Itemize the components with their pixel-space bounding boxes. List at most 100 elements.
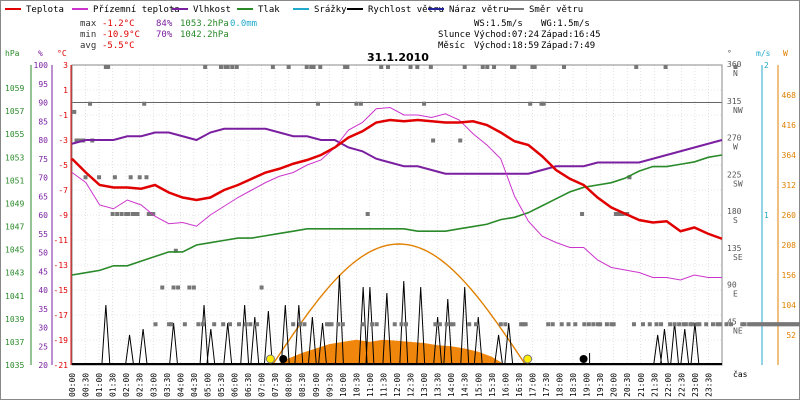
wind-direction-dot <box>311 65 316 69</box>
direction-tick: 270 <box>727 134 742 143</box>
wind-direction-dot <box>182 322 187 327</box>
wind-speed-spike <box>680 328 690 366</box>
celsius-tick: -17 <box>54 311 69 320</box>
wind-direction-dot <box>72 109 77 114</box>
wm2-tick: 312 <box>782 181 797 190</box>
wind-direction-dot <box>297 322 302 327</box>
hpa-tick: 1051 <box>5 176 24 185</box>
wind-speed-spike <box>138 328 148 366</box>
legend: Teplota Přízemní teplota Vlhkost Tlak Srážky… <box>5 5 583 15</box>
wind-direction-dot <box>771 322 776 327</box>
wind-speed-spike <box>504 322 514 366</box>
wind-direction-dot <box>654 322 659 327</box>
wind-direction-dot <box>325 322 330 327</box>
stats-avg-temp: -5.5°C <box>102 41 135 51</box>
legend-label: Přízemní teplota <box>93 5 180 15</box>
x-axis-label: čas <box>733 369 748 379</box>
wind-direction-dot <box>724 322 729 327</box>
wind-direction-dot <box>634 65 639 69</box>
wind-speed-spike <box>318 322 328 366</box>
x-tick-label: 09:00 <box>312 373 321 397</box>
x-tick-label: 19:00 <box>583 373 592 397</box>
wind-direction-dot <box>133 212 138 216</box>
wind-direction-dot <box>512 65 517 69</box>
wind-direction-dot <box>627 175 632 180</box>
hpa-tick: 1037 <box>5 338 24 347</box>
wind-direction-dot <box>345 65 350 69</box>
wind-speed-spike <box>443 298 453 366</box>
wind-direction-dot <box>586 322 591 327</box>
x-ticks: 00:00 00:30 01:00 01:30 02:00 02:30 03:00 03:30… <box>68 373 713 397</box>
wind-direction-dot <box>796 322 800 327</box>
wm2-tick: 416 <box>782 121 797 130</box>
wind-speed-spike <box>416 286 426 366</box>
legend-label: Tlak <box>258 5 280 15</box>
wind-speed-spike <box>199 304 209 366</box>
wind-speed-spike <box>125 334 135 366</box>
x-tick-label: 06:30 <box>244 373 253 397</box>
axes: 1059105710551053105110491047104510431041… <box>5 60 796 370</box>
legend-label: Vlhkost <box>193 5 231 15</box>
wind-speed-spike <box>460 286 470 366</box>
hpa-tick: 1057 <box>5 107 24 116</box>
wind-direction-dot <box>173 248 178 253</box>
wind-direction-dot <box>385 65 390 69</box>
wind-direction-dot <box>126 212 131 216</box>
wind-direction-dot <box>237 322 242 327</box>
pct-tick: 50 <box>38 249 48 258</box>
moonset-marker <box>279 355 288 363</box>
wind-direction-dot <box>255 322 260 327</box>
wind-direction-dot <box>354 101 359 106</box>
wind-direction-dot <box>681 322 686 327</box>
wind-direction-dot <box>613 212 618 216</box>
direction-letter: SE <box>733 253 743 262</box>
wind-direction-dot <box>433 322 438 327</box>
pct-tick: 20 <box>38 361 48 370</box>
moon-set: Západ:7:49 <box>541 41 595 51</box>
wind-direction-dot <box>740 322 745 327</box>
x-tick-label: 00:00 <box>68 373 77 397</box>
direction-letter: W <box>733 143 738 152</box>
stats-min-label: min <box>80 30 96 40</box>
wind-direction-dot <box>787 322 792 327</box>
wind-direction-dot <box>769 322 774 327</box>
wind-direction-dot <box>794 322 799 327</box>
moon-label: Měsíc <box>438 41 465 51</box>
direction-letter: E <box>733 290 738 299</box>
wind-direction-dot <box>528 101 533 106</box>
wind-direction-dot <box>76 138 81 143</box>
x-tick-label: 23:30 <box>704 373 713 397</box>
x-tick-label: 20:00 <box>610 373 619 397</box>
series-teplota <box>71 118 723 240</box>
wind-speed-spike <box>653 334 663 366</box>
wind-direction-dot <box>227 322 232 327</box>
wind-direction-dot <box>374 322 379 327</box>
x-tick-label: 18:00 <box>556 373 565 397</box>
x-tick-label: 11:00 <box>366 373 375 397</box>
wind-speed-spike <box>399 280 409 366</box>
pct-tick: 45 <box>38 267 48 276</box>
wind-direction-dot <box>169 322 174 327</box>
sun-label: Slunce <box>438 30 471 40</box>
wind-direction-dot <box>749 322 754 327</box>
grid <box>71 64 723 366</box>
direction-axis-label: ° <box>727 49 732 58</box>
wind-direction-dot <box>521 322 526 327</box>
x-tick-label: 10:00 <box>339 373 348 397</box>
wind-direction-dot <box>695 322 700 327</box>
celsius-tick: -9 <box>58 211 68 220</box>
x-tick-label: 13:30 <box>434 373 443 397</box>
x-tick-label: 02:00 <box>122 373 131 397</box>
astro-markers <box>265 353 591 364</box>
hpa-tick: 1047 <box>5 223 24 232</box>
wind-direction-dot <box>717 322 722 327</box>
wind-direction-dot <box>404 322 409 327</box>
wind-speed-spike <box>280 304 290 366</box>
stats-block: max -1.2°C 84% 1053.2hPa 0.0mm min -10.9… <box>80 19 257 51</box>
x-tick-label: 15:00 <box>474 373 483 397</box>
pct-tick: 40 <box>38 286 48 295</box>
wind-direction-dot <box>631 322 636 327</box>
pct-tick: 90 <box>38 99 48 108</box>
x-tick-label: 19:30 <box>596 373 605 397</box>
hpa-tick: 1035 <box>5 361 24 370</box>
